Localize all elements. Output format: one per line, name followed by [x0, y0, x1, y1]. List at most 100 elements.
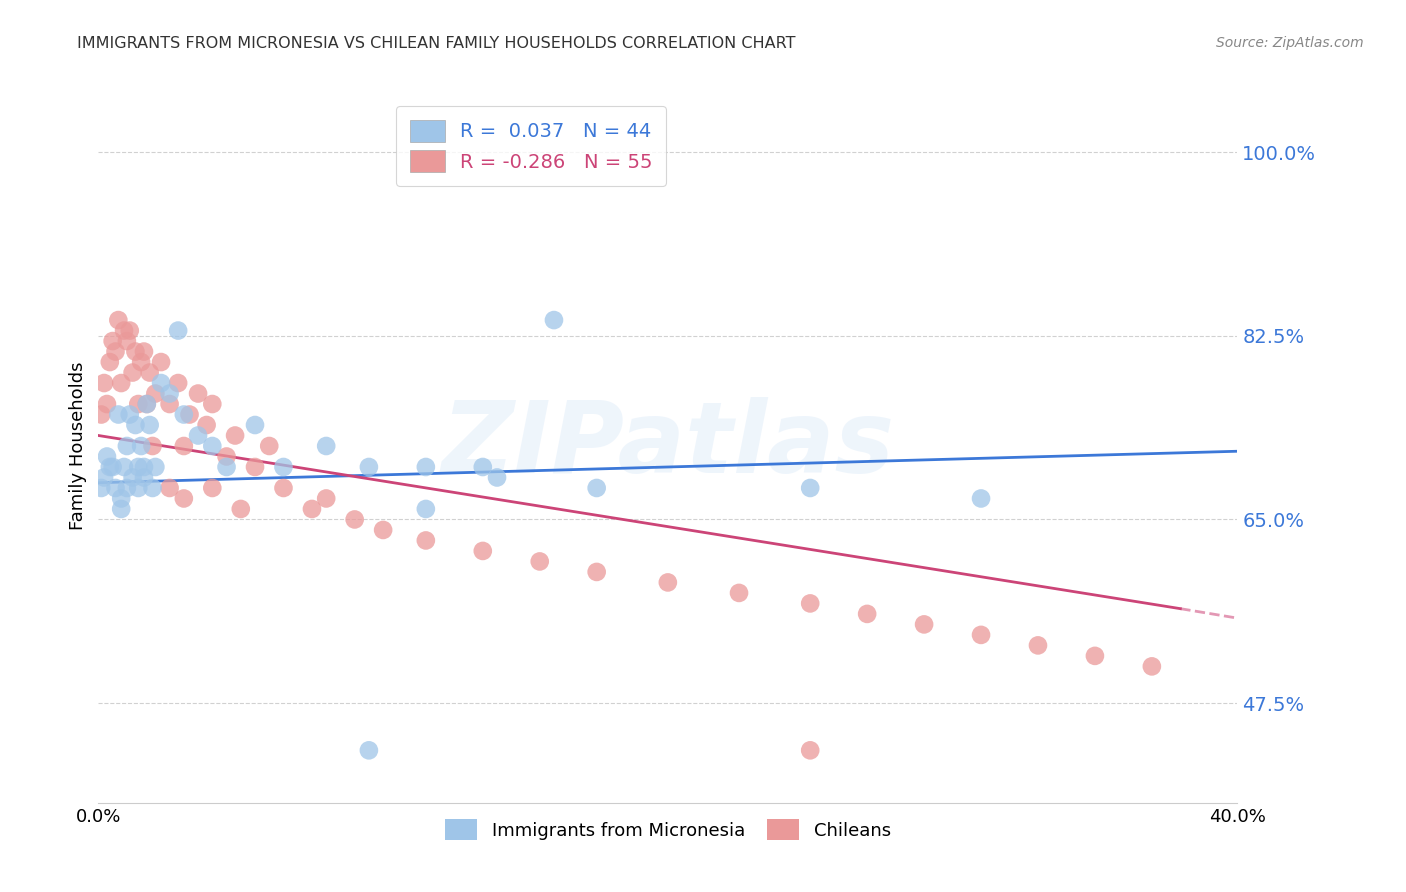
Point — [585, 481, 607, 495]
Point — [201, 397, 224, 411]
Point — [110, 502, 132, 516]
Point — [529, 554, 551, 568]
Point — [118, 324, 141, 338]
Point — [173, 439, 195, 453]
Text: IMMIGRANTS FROM MICRONESIA VS CHILEAN FAMILY HOUSEHOLDS CORRELATION CHART: IMMIGRANTS FROM MICRONESIA VS CHILEAN FA… — [77, 36, 796, 51]
Point — [173, 408, 195, 422]
Point — [1140, 659, 1163, 673]
Point — [159, 481, 181, 495]
Point — [415, 460, 437, 475]
Point — [201, 439, 224, 453]
Point — [301, 502, 323, 516]
Point — [315, 439, 337, 453]
Point — [132, 460, 155, 475]
Point — [132, 344, 155, 359]
Point — [1026, 639, 1049, 653]
Point — [101, 460, 124, 475]
Point — [224, 428, 246, 442]
Point — [145, 386, 167, 401]
Point — [121, 366, 143, 380]
Point — [104, 344, 127, 359]
Point — [98, 355, 121, 369]
Point — [93, 376, 115, 390]
Point — [471, 460, 494, 475]
Point — [243, 417, 266, 432]
Point — [856, 607, 879, 621]
Point — [112, 324, 135, 338]
Point — [138, 366, 160, 380]
Point — [115, 439, 138, 453]
Point — [357, 460, 380, 475]
Point — [799, 481, 821, 495]
Point — [799, 596, 821, 610]
Point — [187, 386, 209, 401]
Point — [970, 491, 993, 506]
Point — [135, 397, 157, 411]
Point — [243, 460, 266, 475]
Point — [127, 481, 149, 495]
Point — [110, 376, 132, 390]
Point — [101, 334, 124, 348]
Point — [135, 397, 157, 411]
Point — [90, 481, 112, 495]
Point — [112, 460, 135, 475]
Point — [96, 450, 118, 464]
Point — [173, 491, 195, 506]
Point — [201, 481, 224, 495]
Point — [970, 628, 993, 642]
Point — [145, 460, 167, 475]
Point — [127, 460, 149, 475]
Point — [129, 355, 152, 369]
Point — [912, 617, 935, 632]
Point — [124, 417, 146, 432]
Point — [107, 313, 129, 327]
Point — [141, 481, 163, 495]
Point — [229, 502, 252, 516]
Point — [124, 344, 146, 359]
Point — [150, 355, 173, 369]
Point — [167, 376, 190, 390]
Point — [799, 743, 821, 757]
Y-axis label: Family Households: Family Households — [69, 362, 87, 530]
Point — [90, 408, 112, 422]
Point — [167, 324, 190, 338]
Point — [129, 439, 152, 453]
Point — [121, 470, 143, 484]
Point — [486, 470, 509, 484]
Point — [215, 460, 238, 475]
Point — [132, 470, 155, 484]
Point — [195, 417, 218, 432]
Point — [115, 481, 138, 495]
Point — [273, 481, 295, 495]
Point — [343, 512, 366, 526]
Point — [1084, 648, 1107, 663]
Point — [179, 408, 201, 422]
Point — [96, 397, 118, 411]
Point — [415, 502, 437, 516]
Point — [273, 460, 295, 475]
Text: ZIPatlas: ZIPatlas — [441, 398, 894, 494]
Point — [259, 439, 281, 453]
Point — [159, 386, 181, 401]
Point — [187, 428, 209, 442]
Point — [728, 586, 751, 600]
Point — [98, 460, 121, 475]
Point — [141, 439, 163, 453]
Point — [543, 313, 565, 327]
Point — [127, 397, 149, 411]
Point — [373, 523, 395, 537]
Point — [150, 376, 173, 390]
Legend: Immigrants from Micronesia, Chileans: Immigrants from Micronesia, Chileans — [437, 812, 898, 847]
Point — [107, 408, 129, 422]
Point — [115, 334, 138, 348]
Point — [159, 397, 181, 411]
Point — [215, 450, 238, 464]
Point — [315, 491, 337, 506]
Point — [357, 743, 380, 757]
Text: Source: ZipAtlas.com: Source: ZipAtlas.com — [1216, 36, 1364, 50]
Point — [104, 481, 127, 495]
Point — [118, 408, 141, 422]
Point — [415, 533, 437, 548]
Point — [138, 417, 160, 432]
Point — [93, 470, 115, 484]
